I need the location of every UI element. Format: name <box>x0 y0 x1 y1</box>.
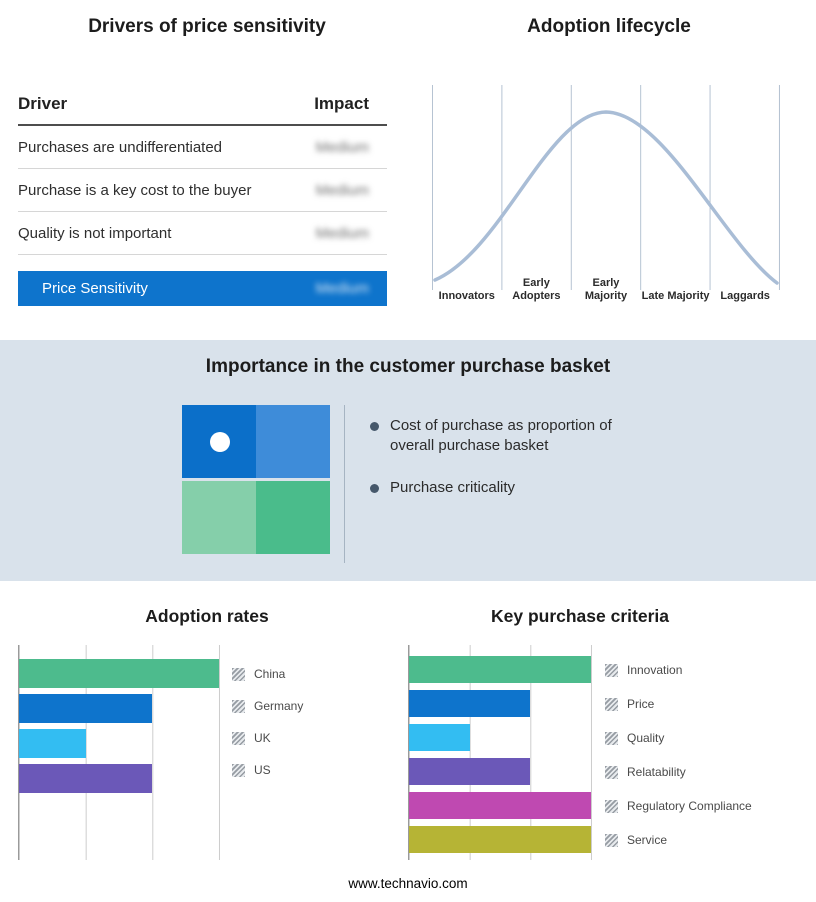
driver-column-header: Driver <box>18 94 68 113</box>
legend-label: Service <box>627 833 668 847</box>
legend-swatch-icon <box>605 731 618 745</box>
bar-germany <box>19 694 153 723</box>
legend-label: Regulatory Compliance <box>627 799 752 813</box>
purchase-basket-band <box>0 340 816 581</box>
bullet-text: Purchase criticality <box>390 478 516 496</box>
basket-section-title: Importance in the customer purchase bask… <box>205 356 611 377</box>
table-row: Quality is not important Medium <box>18 212 387 255</box>
legend-swatch-icon <box>232 667 245 681</box>
legend-label: Innovation <box>627 663 683 677</box>
bar-regulatory-compliance <box>409 792 591 819</box>
key-purchase-criteria-legend: Innovation Price Quality Relatability Re… <box>605 663 752 867</box>
legend-item: UK <box>232 731 303 745</box>
quadrant-top-right <box>256 405 330 478</box>
legend-label: Quality <box>627 731 665 745</box>
drivers-table-header: Driver Impact <box>18 90 387 126</box>
footer-url: www.technavio.com <box>348 876 468 891</box>
table-row: Purchase is a key cost to the buyer Medi… <box>18 169 387 212</box>
legend-swatch-icon <box>605 799 618 813</box>
stage-label-late-majority: Late Majority <box>641 290 710 303</box>
adoption-rates-title: Adoption rates <box>145 606 269 626</box>
stage-label-early-adopters: Early Adopters <box>512 276 561 303</box>
quadrant-matrix <box>182 405 330 554</box>
drivers-table: Driver Impact Purchases are undifferenti… <box>18 90 387 255</box>
legend-swatch-icon <box>605 663 618 677</box>
legend-item: China <box>232 667 303 681</box>
legend-label: US <box>254 763 271 777</box>
legend-label: Price <box>627 697 655 711</box>
lifecycle-section-title: Adoption lifecycle <box>527 16 691 37</box>
driver-name: Purchase is a key cost to the buyer <box>18 181 252 199</box>
bullet-text: Cost of purchase as proportion of overal… <box>390 417 612 455</box>
bell-curve <box>433 110 779 285</box>
legend-item: Service <box>605 833 752 847</box>
impact-value: Medium <box>315 138 369 156</box>
legend-item: Price <box>605 697 752 711</box>
adoption-rates-legend: China Germany UK US <box>232 667 303 795</box>
bullet-dot <box>370 422 379 431</box>
stage-label-early-majority: Early Majority <box>584 276 628 303</box>
bar-uk <box>19 729 86 758</box>
legend-swatch-icon <box>605 765 618 779</box>
table-row: Purchases are undifferentiated Medium <box>18 126 387 169</box>
bullet-item: Cost of purchase as proportion of overal… <box>370 416 638 457</box>
bar-quality <box>409 724 470 751</box>
legend-item: Regulatory Compliance <box>605 799 752 813</box>
legend-swatch-icon <box>605 697 618 711</box>
price-sensitivity-label: Price Sensitivity <box>42 280 148 297</box>
bullet-item: Purchase criticality <box>370 478 638 498</box>
legend-swatch-icon <box>232 731 245 745</box>
bar-us <box>19 764 153 793</box>
bar-price <box>409 690 531 717</box>
legend-label: China <box>254 667 286 681</box>
lifecycle-stage-labels: Innovators Early Adopters Early Majority… <box>432 270 780 304</box>
legend-item: Germany <box>232 699 303 713</box>
price-sensitivity-bar: Price Sensitivity Medium <box>18 271 387 306</box>
quadrant-top-left <box>182 405 256 478</box>
position-dot <box>210 432 230 452</box>
bullet-dot <box>370 483 379 493</box>
impact-column-header: Impact <box>314 94 369 113</box>
quadrant-bottom-left <box>182 481 256 554</box>
legend-label: Germany <box>254 699 304 713</box>
drivers-section-title: Drivers of price sensitivity <box>88 16 326 37</box>
legend-label: Relatability <box>627 765 686 779</box>
basket-bullet-list: Cost of purchase as proportion of overal… <box>370 416 638 519</box>
driver-name: Purchases are undifferentiated <box>18 138 223 156</box>
legend-item: Relatability <box>605 765 752 779</box>
bar-innovation <box>409 656 591 683</box>
stage-label-laggards: Laggards <box>720 290 770 303</box>
adoption-lifecycle-chart <box>432 85 780 290</box>
quadrant-bottom-right <box>256 481 330 554</box>
price-sensitivity-value: Medium <box>315 280 369 297</box>
bar-china <box>19 659 219 688</box>
key-purchase-criteria-title: Key purchase criteria <box>490 606 669 626</box>
legend-swatch-icon <box>232 699 245 713</box>
legend-item: US <box>232 763 303 777</box>
bell-curve-path <box>433 110 779 285</box>
legend-swatch-icon <box>605 833 618 847</box>
quadrant-axis-line <box>344 405 345 563</box>
legend-item: Innovation <box>605 663 752 677</box>
bar-service <box>409 826 591 853</box>
bar-relatability <box>409 758 531 785</box>
legend-item: Quality <box>605 731 752 745</box>
stage-label-innovators: Innovators <box>438 290 495 303</box>
impact-value: Medium <box>315 181 369 199</box>
legend-label: UK <box>254 731 271 745</box>
key-purchase-criteria-chart <box>408 645 592 860</box>
adoption-rates-chart <box>18 645 220 860</box>
legend-swatch-icon <box>232 763 245 777</box>
driver-name: Quality is not important <box>18 224 172 242</box>
impact-value: Medium <box>315 224 369 242</box>
